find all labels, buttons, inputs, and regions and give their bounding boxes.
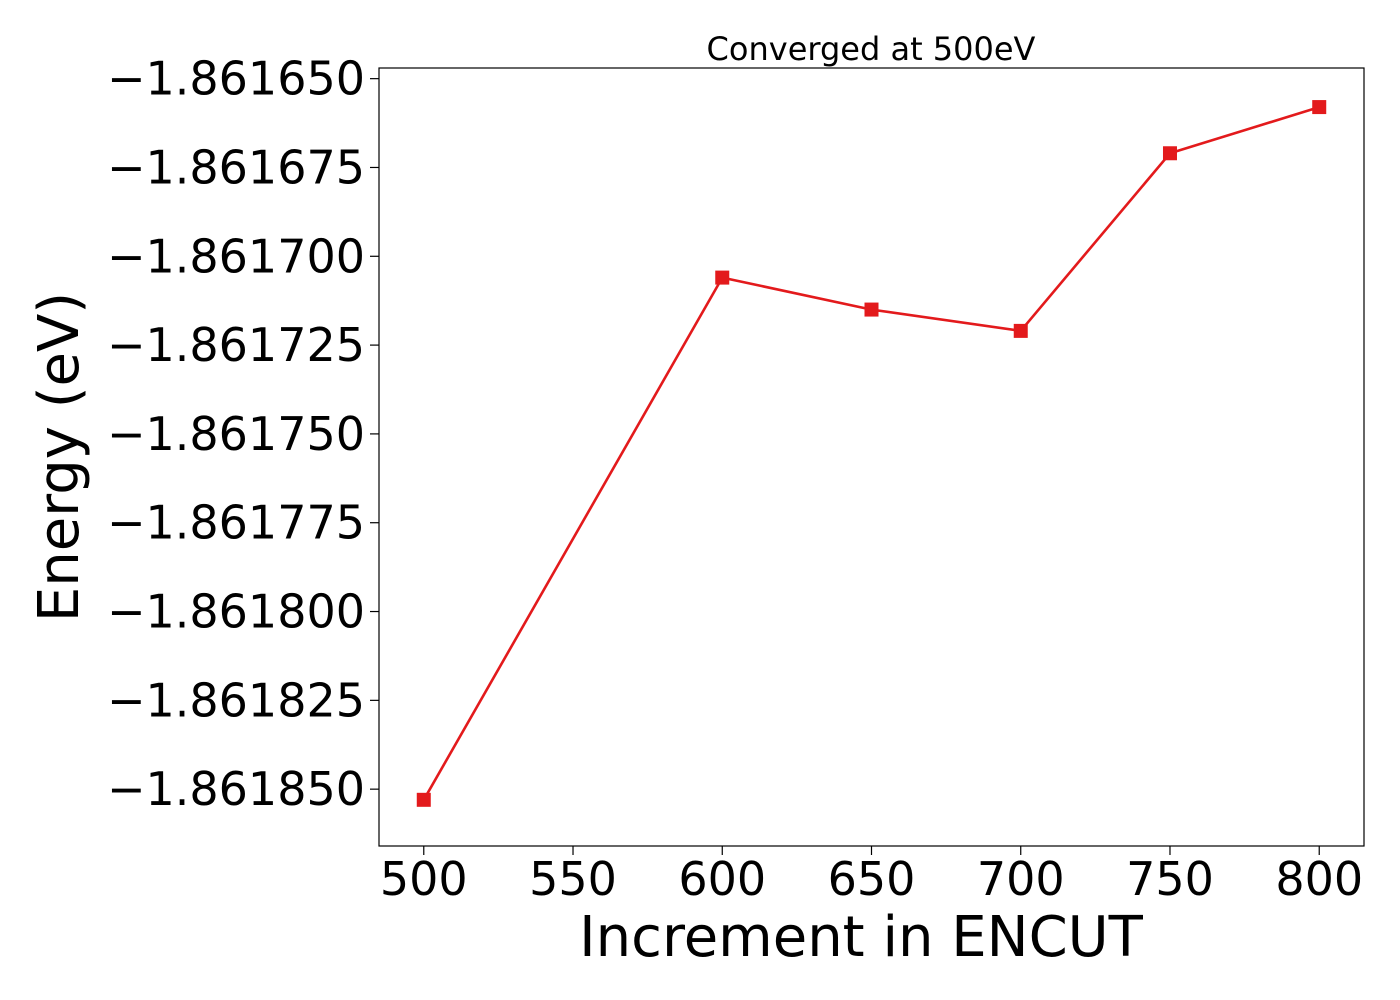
x-tick-label: 550	[529, 852, 617, 906]
y-axis-label: Energy (eV)	[27, 292, 92, 622]
y-tick-label: −1.861850	[107, 762, 365, 816]
data-point	[1312, 100, 1327, 115]
series-line	[422, 105, 1320, 801]
y-tick-label: −1.861650	[107, 52, 365, 106]
x-axis-ticks: 500 550 600 650 700 750 800	[380, 846, 1363, 906]
y-tick-label: −1.861825	[107, 673, 365, 727]
data-point	[715, 270, 730, 285]
x-tick-label: 500	[380, 852, 468, 906]
plot-series	[416, 100, 1327, 807]
y-tick-label: −1.861675	[107, 140, 365, 194]
y-tick-label: −1.861800	[107, 585, 365, 639]
y-tick-label: −1.861700	[107, 229, 365, 283]
y-axis-ticks: −1.861650 −1.861675 −1.861700 −1.861725 −1.8…	[107, 52, 379, 816]
data-point	[1013, 323, 1028, 338]
y-tick-label: −1.861775	[107, 496, 365, 550]
x-axis-label: Increment in ENCUT	[579, 905, 1144, 970]
x-tick-label: 700	[977, 852, 1065, 906]
x-tick-label: 750	[1126, 852, 1214, 906]
x-tick-label: 800	[1275, 852, 1363, 906]
data-point	[864, 302, 879, 317]
x-tick-label: 600	[678, 852, 766, 906]
y-tick-label: −1.861750	[107, 407, 365, 461]
data-point	[416, 792, 431, 807]
chart-title: Converged at 500eV	[707, 30, 1036, 68]
data-point	[1162, 146, 1177, 161]
x-tick-label: 650	[828, 852, 916, 906]
y-tick-label: −1.861725	[107, 318, 365, 372]
plot-area-frame	[378, 67, 1365, 847]
